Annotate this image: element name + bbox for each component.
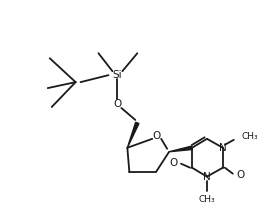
Polygon shape bbox=[169, 146, 192, 152]
Text: O: O bbox=[113, 99, 122, 109]
Text: CH₃: CH₃ bbox=[199, 195, 215, 204]
Polygon shape bbox=[127, 122, 139, 148]
Text: CH₃: CH₃ bbox=[242, 132, 258, 141]
Text: Si: Si bbox=[113, 70, 122, 80]
Text: O: O bbox=[169, 158, 177, 168]
Text: N: N bbox=[219, 143, 227, 153]
Text: N: N bbox=[203, 172, 211, 182]
Text: O: O bbox=[237, 170, 245, 180]
Text: O: O bbox=[152, 131, 160, 141]
